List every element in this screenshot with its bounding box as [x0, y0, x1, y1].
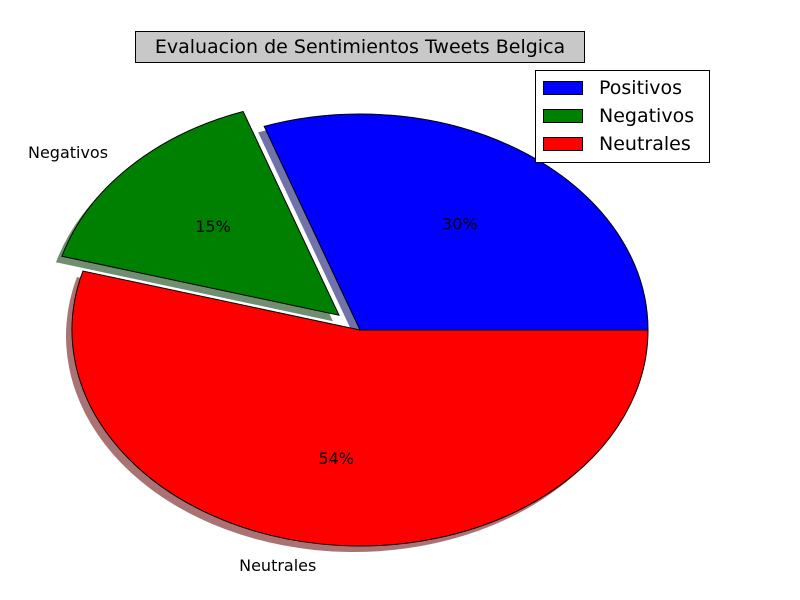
chart-legend: Positivos Negativos Neutrales [535, 70, 710, 163]
legend-label: Negativos [599, 105, 695, 127]
outer-label-negativos: Negativos [28, 143, 108, 162]
legend-label: Positivos [599, 77, 683, 99]
legend-item-negativos: Negativos [543, 105, 708, 127]
pie-slice-positivos [263, 113, 649, 331]
legend-item-neutrales: Neutrales [543, 133, 708, 155]
pie-slice-negativos [61, 110, 340, 316]
pie-slices [61, 110, 649, 547]
outer-label-neutrales: Neutrales [239, 556, 316, 575]
percent-label-negativos: 15% [195, 217, 231, 236]
outer-labels: Negativos Neutrales [28, 143, 316, 575]
chart-title: Evaluacion de Sentimientos Tweets Belgic… [135, 31, 585, 63]
pie-slice-neutrales [71, 270, 649, 547]
legend-label: Neutrales [599, 133, 691, 155]
legend-swatch [543, 137, 583, 151]
percent-label-positivos: 30% [442, 215, 478, 234]
legend-item-positivos: Positivos [543, 77, 708, 99]
legend-swatch [543, 109, 583, 123]
percent-label-neutrales: 54% [318, 449, 354, 468]
percent-labels: 30% 15% 54% [195, 215, 477, 468]
legend-swatch [543, 81, 583, 95]
